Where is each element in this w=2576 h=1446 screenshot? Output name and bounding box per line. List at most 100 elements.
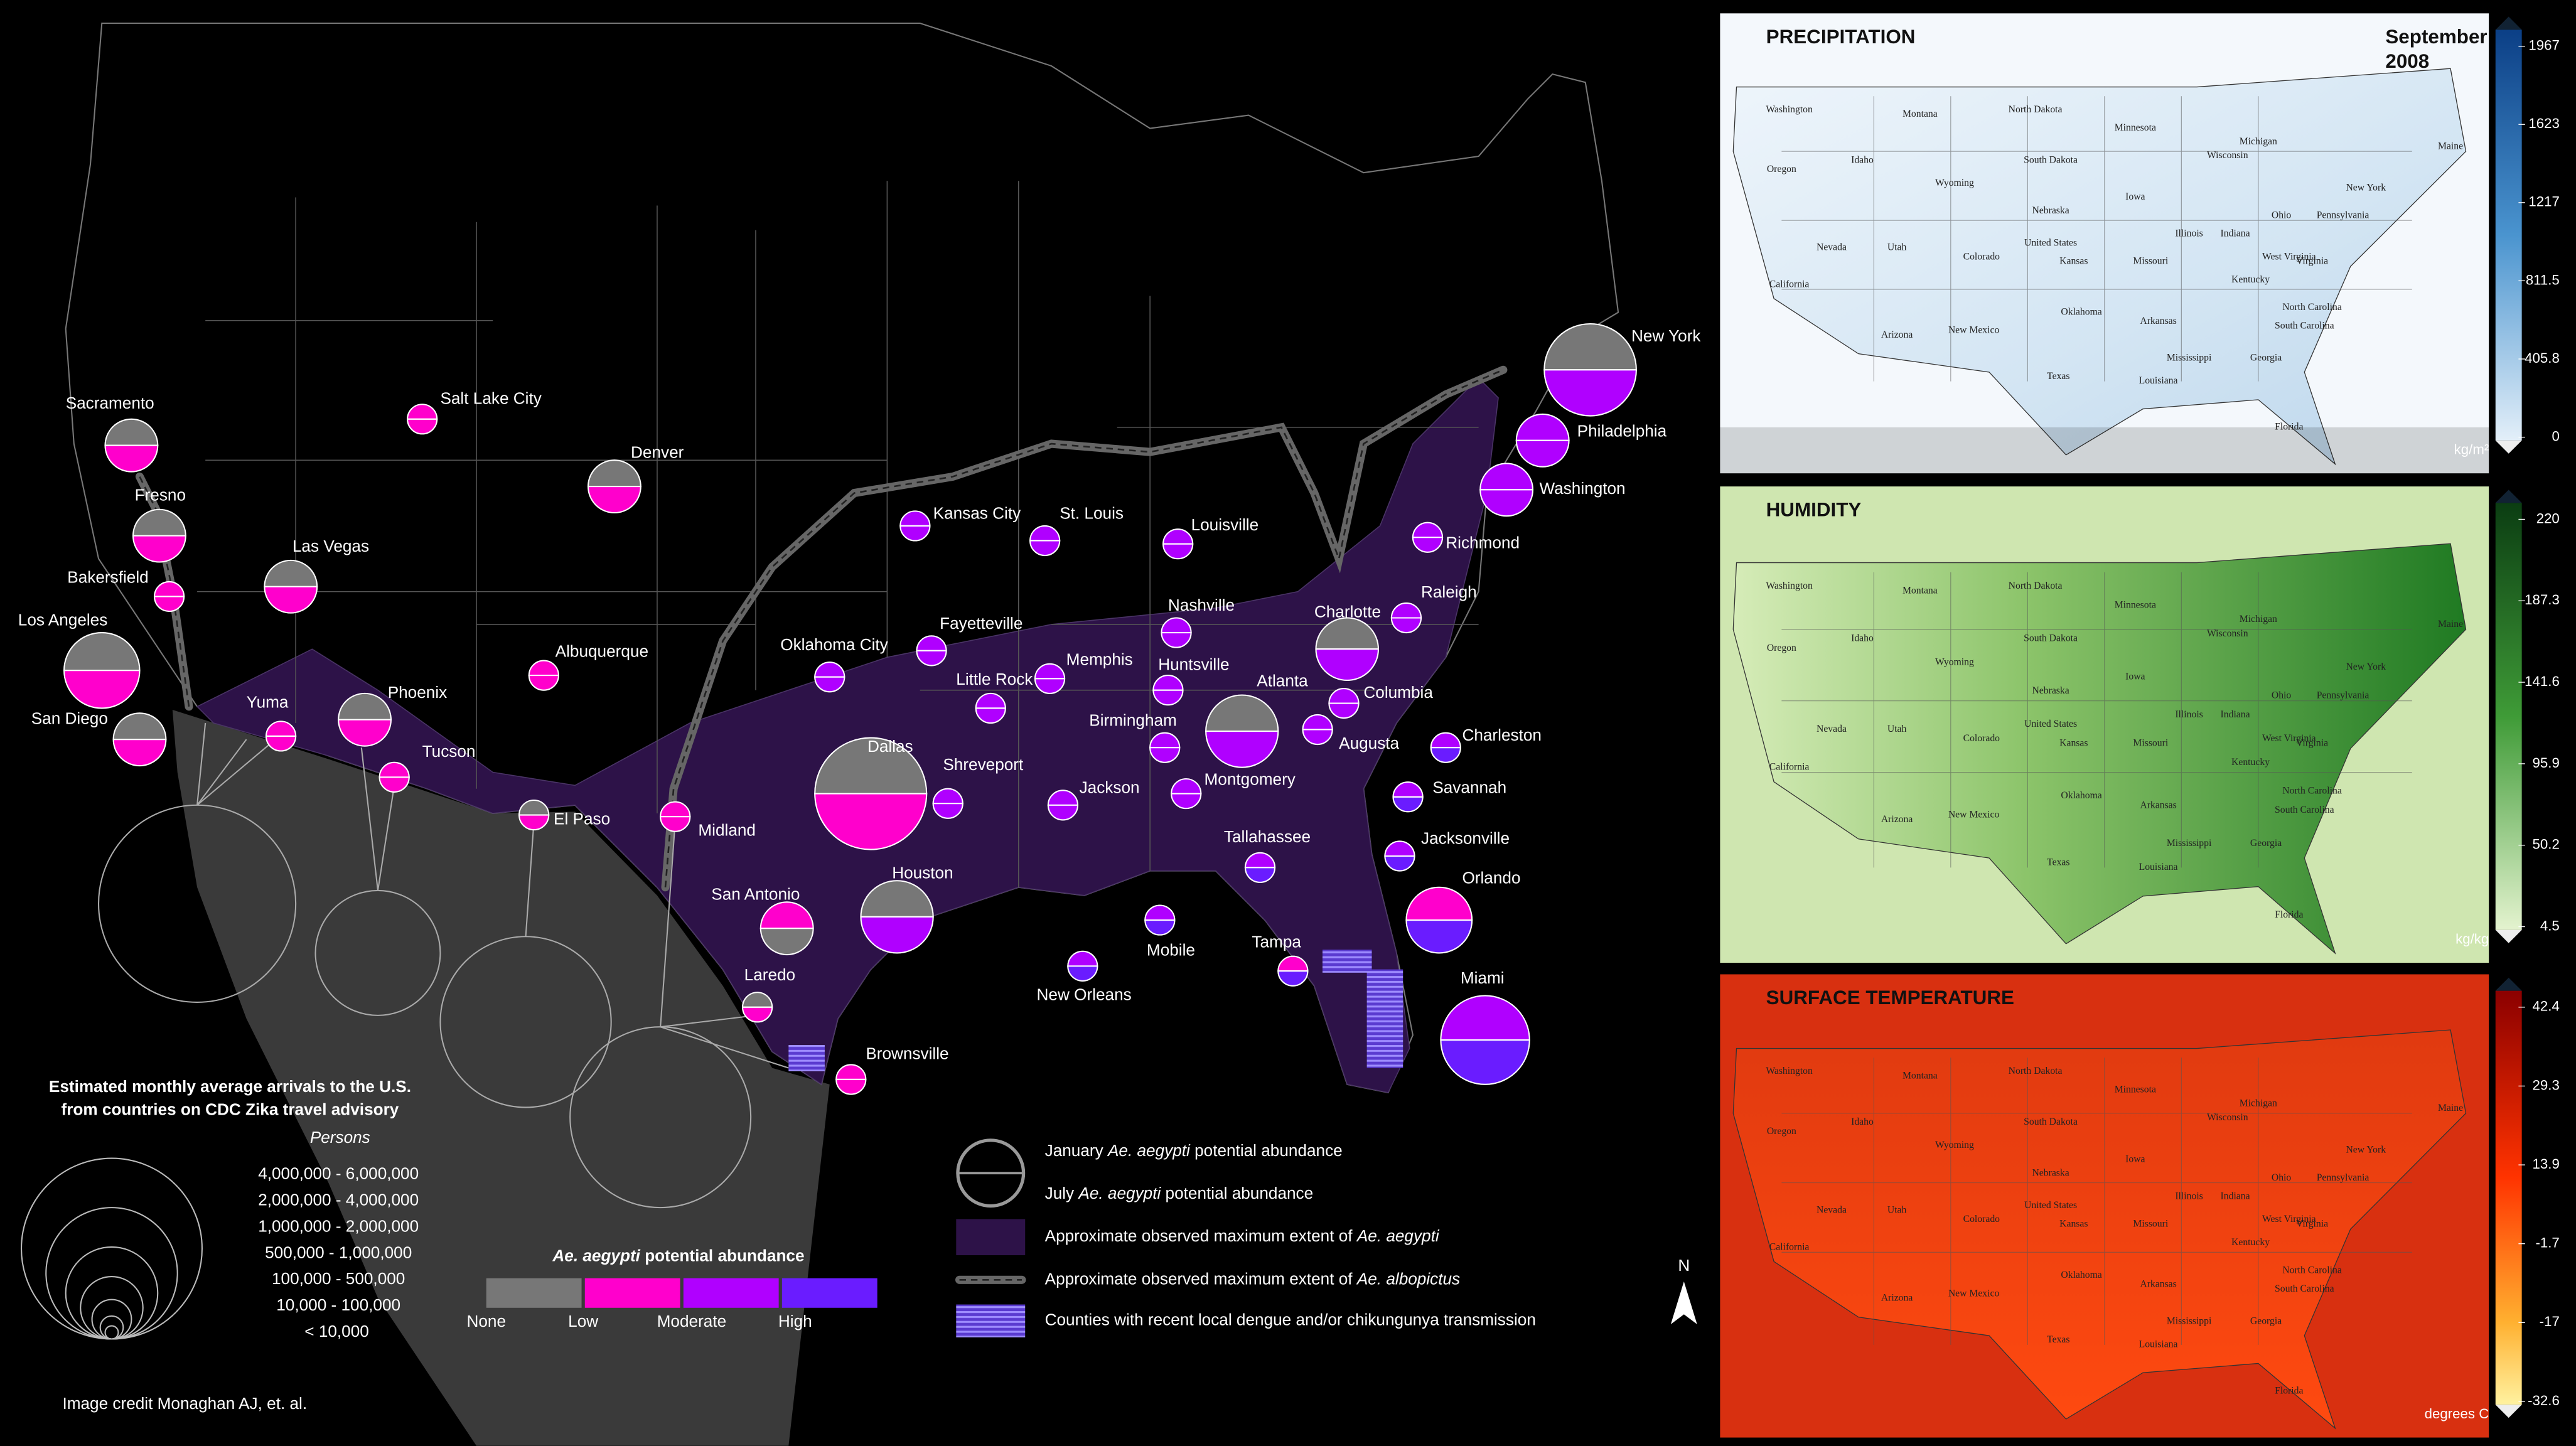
july-half [1171,793,1202,810]
state-label: North Dakota [2009,581,2063,591]
state-label: Nevada [1817,724,1847,734]
state-label: Washington [1766,104,1813,115]
january-half [132,508,186,537]
image-credit: Image credit Monaghan AJ, et. al. [62,1394,307,1413]
january-half [1390,602,1422,619]
july-half [1034,678,1066,694]
panel-land [1732,1029,2467,1430]
state-label: Virginia [2296,1219,2328,1229]
state-label: United States [2024,719,2077,729]
january-half [1479,463,1534,491]
july-half [1440,1039,1530,1085]
city: New York [1543,323,1701,417]
state-label: Kentucky [2231,757,2270,768]
january-half [860,880,934,918]
state-label: Pennsylvania [2317,1172,2369,1183]
state-label: Oregon [1767,164,1796,174]
colorbar-bottom [2495,1405,2522,1418]
july-half [1412,537,1444,553]
colorbar-label: 187.3 [2525,592,2560,608]
city-label: Huntsville [1158,655,1229,673]
state-label: Wyoming [1935,178,1974,188]
state-label: Idaho [1851,633,1874,644]
city: Tallahassee [1224,827,1311,883]
panel-title: PRECIPITATION [1766,26,1916,48]
state-label: Illinois [2175,1191,2203,1201]
city-label: Tucson [422,742,476,761]
size-class: < 10,000 [304,1322,369,1341]
july-half [835,1078,867,1095]
size-class: 1,000,000 - 2,000,000 [258,1216,419,1235]
key-em: Ae. aegypti [1107,1141,1191,1160]
state-label: Florida [2275,1385,2303,1396]
city-label: Augusta [1339,734,1399,752]
city: Denver [587,443,684,513]
state-label: New York [2346,182,2386,193]
size-class: 4,000,000 - 6,000,000 [258,1164,419,1183]
state-label: West Virginia [2262,1214,2316,1224]
key-label: Approximate observed maximum extent of A… [1045,1269,1461,1288]
city-label: Orlando [1462,869,1520,887]
city-label: Bakersfield [67,568,148,587]
july-half [1144,919,1176,936]
city-label: Salt Lake City [440,388,542,407]
city: Jacksonville [1384,829,1510,872]
state-label: Oklahoma [2061,790,2101,801]
colorbar-label: 50.2 [2533,837,2560,852]
city: Raleigh [1390,582,1477,634]
cities: New York Philadelphia Washington Richmond Ra… [18,323,1701,1095]
state-label: Wisconsin [2207,150,2248,161]
state-label: Montana [1902,109,1938,119]
state-label: Oklahoma [2061,306,2101,317]
city: Charleston [1430,726,1542,763]
january-half [899,510,931,527]
state-label: Arkansas [2140,316,2176,326]
july-half [132,535,186,563]
city-label: Laredo [744,965,795,984]
colorbar-label: 42.4 [2533,999,2560,1014]
colorbar-label: 1623 [2528,115,2559,131]
state-label: Wyoming [1935,1140,1974,1150]
state-label: North Carolina [2282,785,2342,796]
state-label: South Dakota [2024,154,2078,165]
city: Tucson [378,742,476,793]
state-label: South Dakota [2024,1117,2078,1127]
state-label: Arkansas [2140,800,2176,810]
state-label: Kansas [2059,1219,2088,1229]
abundance-title: Ae. aegypti potential abundance [552,1246,804,1265]
july-half [814,676,845,693]
state-label: Colorado [1963,251,2000,262]
city-label: Mobile [1147,941,1195,960]
key-em: Ae. albopictus [1356,1269,1460,1288]
state-label: South Carolina [2275,805,2334,815]
july-half [932,803,963,819]
colorbar-bottom [2495,929,2522,943]
panel-unit: degrees C [2425,1406,2489,1422]
abundance-level: Low [568,1312,598,1331]
state-label: Nebraska [2032,685,2069,696]
city: Huntsville [1152,655,1230,706]
city-label: Midland [698,821,756,840]
state-label: Arizona [1881,1293,1913,1304]
city: Oklahoma City [780,635,889,693]
city: Jackson [1047,778,1140,821]
colorbar-label: 1217 [2528,194,2559,210]
january-half [1405,886,1473,921]
state-label: Utah [1887,1204,1907,1215]
city: Charlotte [1314,602,1381,681]
city-label: Montgomery [1205,770,1296,789]
state-label: Virginia [2296,738,2328,749]
panel-unit: kg/m² [2454,441,2489,457]
abundance-title-species: Ae. aegypti [552,1246,640,1265]
state-label: South Carolina [2275,1283,2334,1294]
city: Los Angeles [18,611,141,709]
january-half [1144,904,1176,921]
city: Brownsville [835,1044,949,1095]
abundance-level: None [466,1312,506,1331]
dengue-counties [788,950,1403,1071]
city-label: El Paso [554,809,610,828]
state-label: Indiana [2221,1191,2250,1201]
january-half [378,761,410,778]
july-half [1515,439,1570,468]
city-label: Philadelphia [1577,422,1667,441]
